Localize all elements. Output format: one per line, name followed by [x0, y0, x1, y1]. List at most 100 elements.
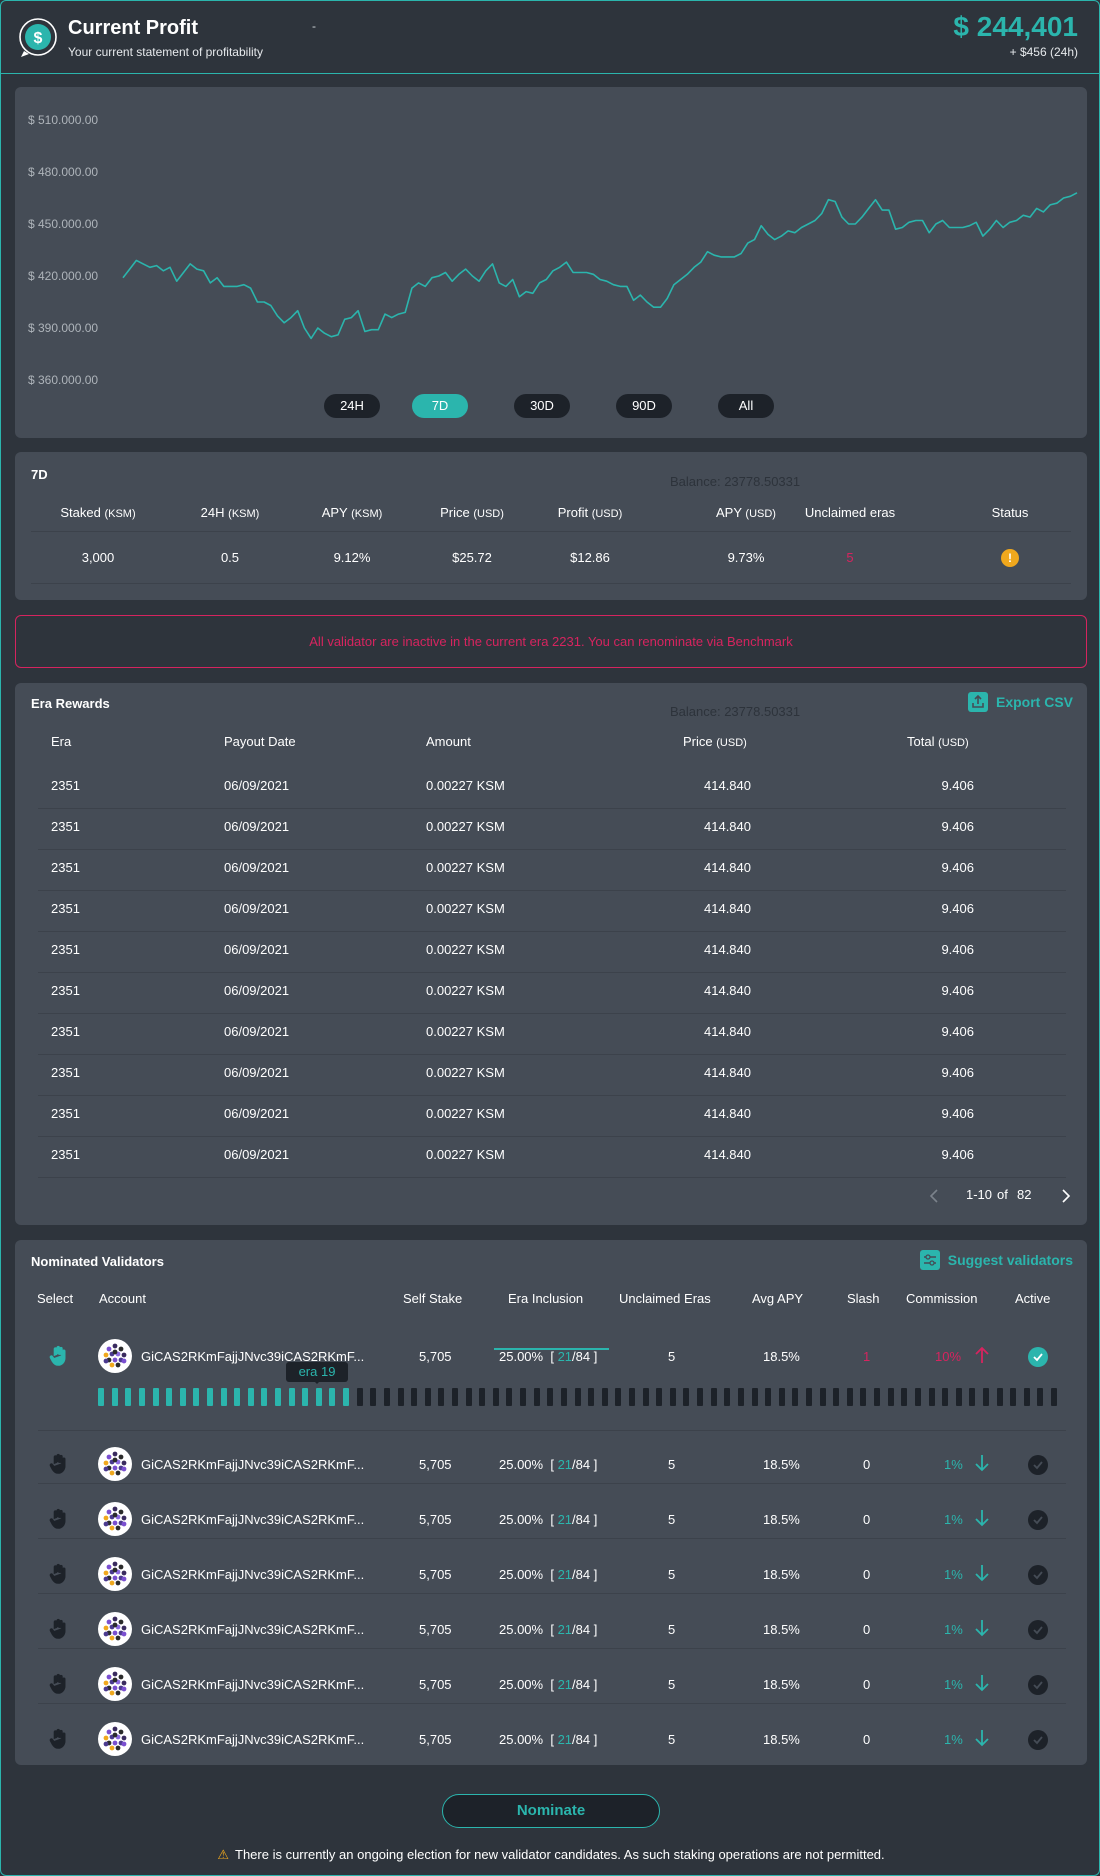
era-bar-excluded[interactable]: [765, 1388, 772, 1406]
era-bar-excluded[interactable]: [397, 1388, 404, 1406]
era-bar-excluded[interactable]: [601, 1388, 608, 1406]
era-bar-excluded[interactable]: [1023, 1388, 1030, 1406]
select-hand-icon-selected[interactable]: [48, 1345, 68, 1367]
select-hand-icon[interactable]: [48, 1728, 68, 1750]
era-bar-included[interactable]: [275, 1388, 281, 1406]
era-bar-excluded[interactable]: [805, 1388, 812, 1406]
validator-account[interactable]: GiCAS2RKmFajjJNvc39iCAS2RKmF...: [141, 1567, 365, 1582]
era-bar-excluded[interactable]: [656, 1388, 663, 1406]
era-bar-excluded[interactable]: [724, 1388, 731, 1406]
era-bar-excluded[interactable]: [533, 1388, 540, 1406]
era-bar-excluded[interactable]: [874, 1388, 880, 1406]
range-30d-button[interactable]: 30D: [514, 394, 570, 418]
range-24h-button[interactable]: 24H: [324, 394, 380, 418]
era-bar-included[interactable]: [138, 1388, 145, 1406]
era-bar-included[interactable]: [315, 1388, 322, 1406]
era-bar-excluded[interactable]: [737, 1388, 744, 1406]
era-bar-included[interactable]: [152, 1388, 159, 1406]
era-bar-included[interactable]: [193, 1388, 200, 1406]
validator-account[interactable]: GiCAS2RKmFajjJNvc39iCAS2RKmF...: [141, 1732, 365, 1747]
era-bar-included[interactable]: [111, 1388, 118, 1406]
era-bar-excluded[interactable]: [629, 1388, 635, 1406]
validator-account[interactable]: GiCAS2RKmFajjJNvc39iCAS2RKmF...: [141, 1457, 365, 1472]
range-7d-button[interactable]: 7D: [412, 394, 468, 418]
era-bar-excluded[interactable]: [356, 1388, 363, 1406]
nominate-button[interactable]: Nominate: [442, 1794, 660, 1828]
era-bar-excluded[interactable]: [1051, 1388, 1057, 1406]
era-bar-included[interactable]: [261, 1388, 268, 1406]
era-bar-excluded[interactable]: [914, 1388, 921, 1406]
era-bar-excluded[interactable]: [697, 1388, 703, 1406]
validator-account[interactable]: GiCAS2RKmFajjJNvc39iCAS2RKmF...: [141, 1677, 365, 1692]
era-bar-included[interactable]: [206, 1388, 213, 1406]
era-bar-included[interactable]: [220, 1388, 227, 1406]
era-bar-excluded[interactable]: [383, 1388, 390, 1406]
era-bar-excluded[interactable]: [996, 1388, 1003, 1406]
era-bar-excluded[interactable]: [1010, 1388, 1017, 1406]
era-bar-excluded[interactable]: [424, 1388, 431, 1406]
era-bar-excluded[interactable]: [520, 1388, 526, 1406]
suggest-validators-button[interactable]: Suggest validators: [919, 1250, 1073, 1270]
era-bar-excluded[interactable]: [465, 1388, 472, 1406]
era-bar-excluded[interactable]: [588, 1388, 595, 1406]
era-bar-excluded[interactable]: [1037, 1388, 1044, 1406]
era-bar-excluded[interactable]: [969, 1388, 976, 1406]
era-bar-excluded[interactable]: [901, 1388, 908, 1406]
era-bar-excluded[interactable]: [710, 1388, 717, 1406]
era-bar-excluded[interactable]: [887, 1388, 894, 1406]
validator-account[interactable]: GiCAS2RKmFajjJNvc39iCAS2RKmF...: [141, 1349, 365, 1364]
era-bar-excluded[interactable]: [669, 1388, 676, 1406]
validator-account[interactable]: GiCAS2RKmFajjJNvc39iCAS2RKmF...: [141, 1622, 365, 1637]
era-bar-excluded[interactable]: [982, 1388, 989, 1406]
era-bar-excluded[interactable]: [615, 1388, 622, 1406]
era-bar-excluded[interactable]: [955, 1388, 962, 1406]
era-bar-excluded[interactable]: [928, 1388, 935, 1406]
era-bar-excluded[interactable]: [778, 1388, 785, 1406]
era-bar-excluded[interactable]: [942, 1388, 949, 1406]
era-bar-excluded[interactable]: [452, 1388, 458, 1406]
select-hand-icon[interactable]: [48, 1508, 68, 1530]
payout-date-cell: 06/09/2021: [224, 1147, 290, 1162]
era-bar-included[interactable]: [288, 1388, 295, 1406]
era-bar-excluded[interactable]: [833, 1388, 840, 1406]
era-bar-excluded[interactable]: [560, 1388, 567, 1406]
era-bar-included[interactable]: [125, 1388, 132, 1406]
select-hand-icon[interactable]: [48, 1673, 68, 1695]
era-bar-excluded[interactable]: [819, 1388, 826, 1406]
select-hand-icon[interactable]: [48, 1563, 68, 1585]
era-bar-excluded[interactable]: [860, 1388, 867, 1406]
era-bar-excluded[interactable]: [751, 1388, 758, 1406]
validator-account[interactable]: GiCAS2RKmFajjJNvc39iCAS2RKmF...: [141, 1512, 365, 1527]
payout-date-cell: 06/09/2021: [224, 778, 290, 793]
era-bar-included[interactable]: [247, 1388, 254, 1406]
era-bar-excluded[interactable]: [492, 1388, 499, 1406]
era-bar-excluded[interactable]: [683, 1388, 690, 1406]
era-bar-included[interactable]: [179, 1388, 186, 1406]
inclusion-total: /84: [572, 1349, 591, 1364]
era-bar-excluded[interactable]: [438, 1388, 445, 1406]
era-bar-excluded[interactable]: [411, 1388, 418, 1406]
select-hand-icon[interactable]: [48, 1453, 68, 1475]
era-bar-included[interactable]: [302, 1388, 309, 1406]
era-bar-excluded[interactable]: [846, 1388, 853, 1406]
era-bar-excluded[interactable]: [792, 1388, 799, 1406]
export-csv-button[interactable]: Export CSV: [967, 692, 1073, 712]
next-page-icon[interactable]: [1061, 1189, 1071, 1203]
era-bar-included[interactable]: [329, 1388, 336, 1406]
era-bar-excluded[interactable]: [370, 1388, 377, 1406]
era-bar-excluded[interactable]: [479, 1388, 486, 1406]
era-bar-excluded[interactable]: [506, 1388, 513, 1406]
era-bar-included[interactable]: [234, 1388, 241, 1406]
price-cell: 414.840: [704, 1106, 751, 1121]
range-all-button[interactable]: All: [718, 394, 774, 418]
era-bar-included[interactable]: [98, 1388, 104, 1406]
alert-text[interactable]: All validator are inactive in the curren…: [309, 634, 793, 649]
era-bar-excluded[interactable]: [574, 1388, 581, 1406]
select-hand-icon[interactable]: [48, 1618, 68, 1640]
era-bar-included[interactable]: [343, 1388, 350, 1406]
range-90d-button[interactable]: 90D: [616, 394, 672, 418]
era-bar-excluded[interactable]: [547, 1388, 554, 1406]
prev-page-icon[interactable]: [929, 1189, 939, 1203]
era-bar-excluded[interactable]: [642, 1388, 649, 1406]
era-bar-included[interactable]: [166, 1388, 173, 1406]
